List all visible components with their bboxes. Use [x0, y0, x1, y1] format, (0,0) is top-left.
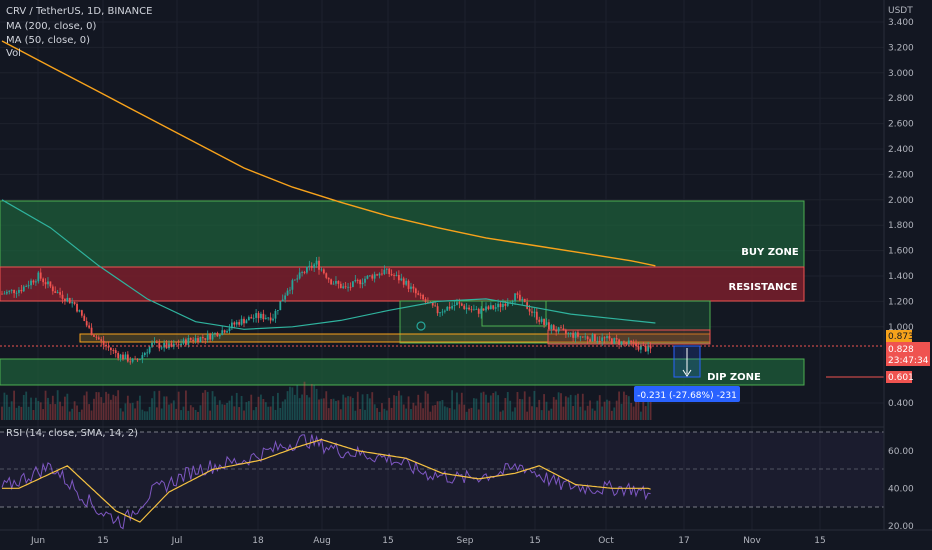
- rsi-sma-line[interactable]: [2, 438, 651, 523]
- time-tick-3: 18: [252, 536, 264, 546]
- ma200-line[interactable]: [1, 40, 656, 267]
- rsi-pane: [0, 426, 884, 530]
- time-tick-10: Nov: [743, 536, 761, 546]
- time-axis[interactable]: Jun 15 Jul 18 Aug 15 Sep 15 Oct 17 Nov 15: [0, 529, 932, 546]
- ma50-line[interactable]: [1, 199, 656, 330]
- price-axis-currency: USDT: [888, 6, 913, 16]
- volume-bars: [1, 381, 652, 420]
- time-tick-1: 15: [97, 536, 108, 546]
- zones: [0, 200, 805, 386]
- dip-zone-rect[interactable]: [0, 358, 805, 386]
- rsi-line[interactable]: [1, 434, 651, 530]
- time-tick-5: 15: [382, 536, 393, 546]
- ma50-legend[interactable]: MA (50, close, 0): [6, 35, 91, 46]
- price-tick-0: 3.400: [888, 18, 914, 28]
- price-axis[interactable]: USDT 3.400 3.200 3.000 2.800 2.600 2.400 2.200…: [883, 0, 930, 532]
- time-tick-8: Oct: [598, 536, 614, 546]
- buy-zone-rect[interactable]: [0, 200, 805, 268]
- measure-label-box: [634, 386, 740, 402]
- ma50-price-label: 0.873: [888, 332, 914, 342]
- price-tick-2: 3.000: [888, 69, 914, 79]
- resistance-label: RESISTANCE: [729, 282, 798, 293]
- price-tick-9: 1.600: [888, 247, 914, 257]
- measure-tool[interactable]: -0.231 (-27.68%) -231: [634, 345, 740, 402]
- time-tick-2: Jul: [171, 536, 183, 546]
- target-price-tag: [886, 371, 912, 383]
- price-tick-6: 2.200: [888, 170, 914, 180]
- price-tick-8: 1.800: [888, 221, 914, 231]
- price-tick-10: 1.400: [888, 272, 914, 282]
- last-price-tag: [886, 342, 930, 366]
- ma200-legend[interactable]: MA (200, close, 0): [6, 21, 97, 32]
- rsi-legend[interactable]: RSI (14, close, SMA, 14, 2): [6, 428, 139, 439]
- ma50-price-tag: [886, 330, 912, 342]
- time-tick-0: Jun: [30, 536, 45, 546]
- buy-zone-label: BUY ZONE: [741, 247, 799, 258]
- rsi-tick-2: 20.00: [888, 522, 914, 532]
- price-tick-5: 2.400: [888, 145, 914, 155]
- symbol-legend[interactable]: CRV / TetherUS, 1D, BINANCE: [6, 6, 153, 17]
- price-tick-7: 2.000: [888, 196, 914, 206]
- price-tick-12: 1.000: [888, 323, 914, 333]
- measure-label: -0.231 (-27.68%) -231: [637, 391, 737, 401]
- time-tick-7: 15: [529, 536, 540, 546]
- consolidation-zone-rect[interactable]: [399, 300, 711, 344]
- dip-zone-label: DIP ZONE: [707, 372, 761, 383]
- rsi-tick-0: 60.00: [888, 447, 914, 457]
- target-price-label: 0.601: [888, 373, 914, 383]
- price-tick-4: 2.600: [888, 120, 914, 130]
- time-tick-9: 17: [678, 536, 689, 546]
- rsi-tick-1: 40.00: [888, 484, 914, 494]
- volume-legend[interactable]: Vol: [6, 48, 21, 59]
- time-tick-6: Sep: [457, 536, 474, 546]
- last-price-label: 0.828: [888, 345, 914, 355]
- price-tick-11: 1.200: [888, 297, 914, 307]
- price-tick-1: 3.200: [888, 43, 914, 53]
- countdown-label: 23:47:34: [888, 356, 929, 366]
- resistance-zone-rect[interactable]: [0, 266, 805, 302]
- price-tick-13: 0.400: [888, 399, 914, 409]
- signal-marker: [416, 321, 426, 331]
- time-tick-4: Aug: [313, 536, 331, 546]
- time-tick-11: 15: [814, 536, 825, 546]
- price-tick-3: 2.800: [888, 94, 914, 104]
